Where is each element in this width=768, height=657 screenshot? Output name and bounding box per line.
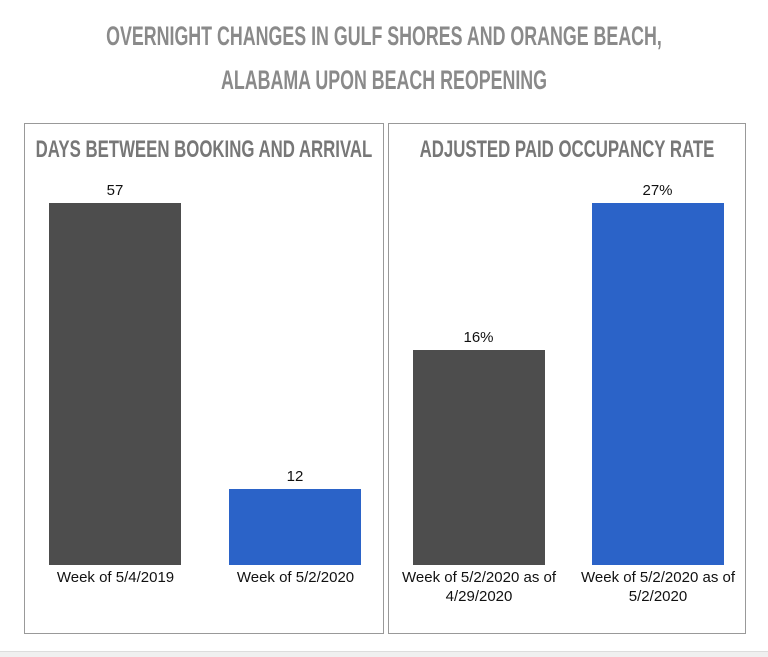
- x-tick-label: Week of 5/2/2020: [236, 569, 355, 586]
- x-tick-label: Week of 5/4/2019: [56, 569, 175, 586]
- footer-strip: [0, 651, 768, 657]
- panel-title: DAYS BETWEEN BOOKING AND ARRIVAL: [35, 136, 373, 163]
- bar: [229, 488, 361, 565]
- value-label: 16%: [463, 329, 494, 347]
- bar: [49, 203, 181, 565]
- bar: [412, 350, 545, 565]
- x-tick-label: Week of 5/2/2020 as of 4/29/2020: [402, 569, 556, 605]
- main-title: OVERNIGHT CHANGES IN GULF SHORES AND ORA…: [106, 21, 662, 95]
- bar: [591, 203, 724, 565]
- value-label: 12: [286, 467, 304, 485]
- value-label: 27%: [642, 182, 673, 199]
- x-tick-label: Week of 5/2/2020 as of 5/2/2020: [581, 569, 735, 605]
- panel-title: ADJUSTED PAID OCCUPANCY RATE: [419, 136, 715, 163]
- chart-panel: ADJUSTED PAID OCCUPANCY RATE 16% Week of 5…: [388, 123, 746, 634]
- value-label: 57: [106, 182, 124, 199]
- chart-panel: DAYS BETWEEN BOOKING AND ARRIVAL 57 Week o…: [24, 123, 384, 634]
